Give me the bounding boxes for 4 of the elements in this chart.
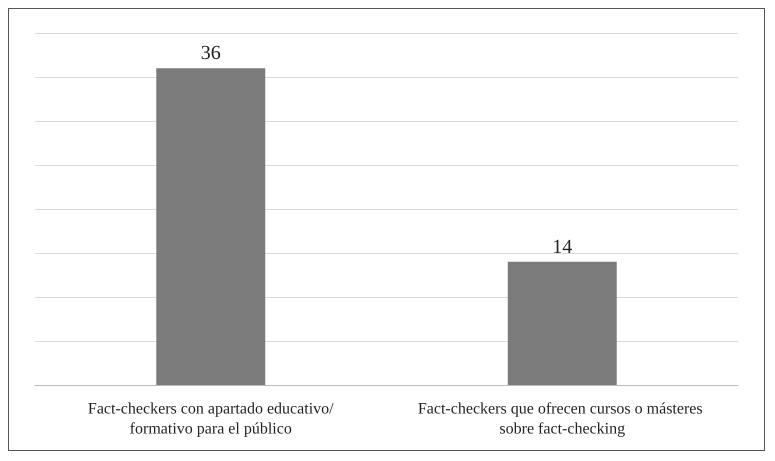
x-tick-label: Fact-checkers que ofrecen cursos o másteres sobre fact-checking	[418, 400, 707, 438]
data-label: 14	[552, 236, 572, 258]
x-tick-label: Fact-checkers con apartado educativo/formativo para el público	[88, 400, 334, 438]
data-label: 36	[200, 42, 221, 64]
